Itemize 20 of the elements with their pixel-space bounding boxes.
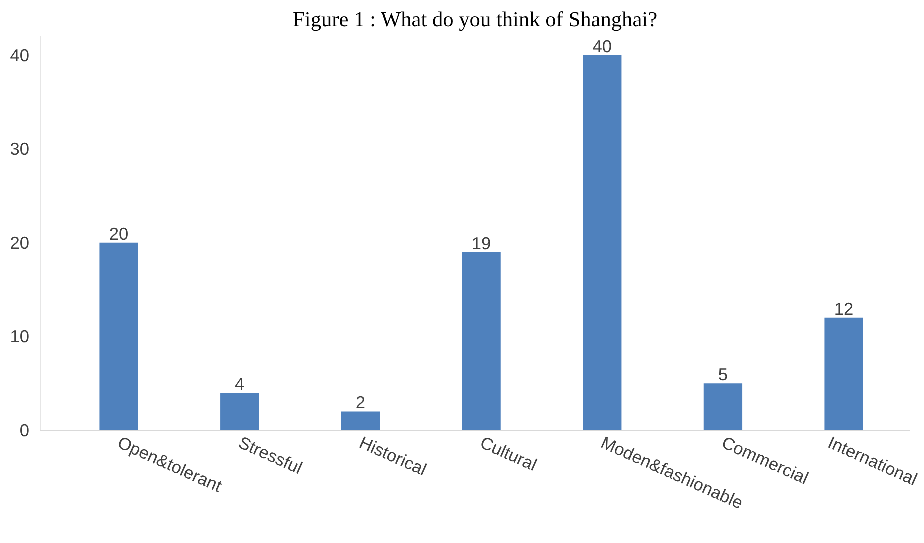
y-tick-label: 30 — [10, 139, 30, 160]
data-label: 40 — [592, 36, 612, 56]
bar — [824, 318, 864, 430]
y-tick-label: 40 — [10, 45, 30, 66]
data-label: 5 — [718, 364, 728, 385]
bar — [583, 55, 622, 430]
data-label: 4 — [235, 374, 246, 394]
bar — [220, 392, 260, 430]
y-tick-label: 0 — [20, 420, 30, 440]
chart-title: Figure 1 : What do you think of Shanghai? — [293, 8, 658, 32]
bar — [341, 412, 380, 430]
data-label: 19 — [472, 233, 492, 254]
bar — [100, 242, 138, 430]
data-label: 20 — [109, 224, 129, 244]
data-label: 2 — [356, 392, 366, 413]
bar — [704, 384, 743, 430]
data-label: 12 — [834, 298, 854, 319]
bar — [462, 252, 501, 430]
y-tick-label: 10 — [10, 326, 30, 347]
y-tick-label: 20 — [10, 232, 30, 253]
